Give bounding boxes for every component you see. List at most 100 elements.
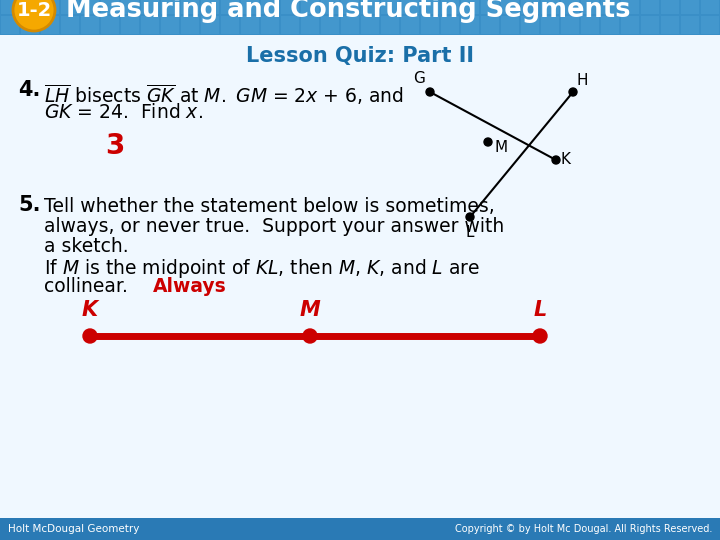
Text: G: G — [413, 71, 425, 86]
Circle shape — [569, 88, 577, 96]
Bar — [621, 16, 639, 34]
Bar — [461, 16, 479, 34]
Circle shape — [83, 329, 97, 343]
Text: Copyright © by Holt Mc Dougal. All Rights Reserved.: Copyright © by Holt Mc Dougal. All Right… — [454, 524, 712, 534]
Bar — [221, 16, 239, 34]
Bar — [501, 16, 519, 34]
Bar — [41, 0, 59, 14]
Bar — [541, 0, 559, 14]
Bar — [501, 0, 519, 14]
Bar — [301, 0, 319, 14]
Bar — [261, 16, 279, 34]
Bar — [141, 16, 159, 34]
Bar — [101, 0, 119, 14]
Bar — [441, 0, 459, 14]
Bar — [41, 16, 59, 34]
Bar — [121, 0, 139, 14]
Text: 4.: 4. — [18, 80, 40, 100]
Bar — [161, 16, 179, 34]
Bar — [181, 16, 199, 34]
Bar — [701, 16, 719, 34]
Bar — [201, 16, 219, 34]
Bar — [241, 0, 259, 14]
Text: Tell whether the statement below is sometimes,: Tell whether the statement below is some… — [44, 197, 495, 216]
Bar — [641, 0, 659, 14]
Circle shape — [533, 329, 547, 343]
Bar — [1, 0, 19, 14]
Bar — [281, 16, 299, 34]
Bar — [141, 0, 159, 14]
Bar — [421, 0, 439, 14]
Bar — [0, 518, 720, 540]
Bar — [621, 0, 639, 14]
Bar — [301, 16, 319, 34]
Bar — [441, 16, 459, 34]
Bar — [381, 0, 399, 14]
Text: $GK$ = 24.  Find $x.$: $GK$ = 24. Find $x.$ — [44, 103, 203, 122]
Bar — [601, 0, 619, 14]
Circle shape — [466, 213, 474, 221]
Bar — [121, 16, 139, 34]
Bar — [281, 0, 299, 14]
Bar — [21, 0, 39, 14]
Text: $\overline{LH}$ bisects $\overline{GK}$ at $M.$ $GM$ = 2$x$ + 6, and: $\overline{LH}$ bisects $\overline{GK}$ … — [44, 82, 404, 106]
Bar — [521, 16, 539, 34]
Bar — [341, 0, 359, 14]
Bar — [401, 0, 419, 14]
Bar — [101, 16, 119, 34]
Bar — [481, 16, 499, 34]
Bar — [661, 0, 679, 14]
Text: H: H — [577, 73, 588, 88]
Bar — [1, 16, 19, 34]
Bar — [681, 16, 699, 34]
Bar — [241, 16, 259, 34]
Circle shape — [13, 0, 55, 31]
Bar — [401, 16, 419, 34]
Bar — [701, 0, 719, 14]
Text: M: M — [494, 140, 507, 155]
Text: Measuring and Constructing Segments: Measuring and Constructing Segments — [66, 0, 631, 23]
Bar — [601, 16, 619, 34]
Text: K: K — [82, 300, 98, 320]
Text: 3: 3 — [105, 132, 125, 160]
Circle shape — [484, 138, 492, 146]
Bar — [361, 16, 379, 34]
Text: a sketch.: a sketch. — [44, 237, 129, 256]
Bar — [0, 0, 720, 35]
Circle shape — [303, 329, 317, 343]
Bar — [581, 16, 599, 34]
Bar — [321, 0, 339, 14]
Bar — [561, 16, 579, 34]
Bar — [81, 16, 99, 34]
Bar — [161, 0, 179, 14]
Bar — [481, 0, 499, 14]
Bar — [581, 0, 599, 14]
Text: M: M — [300, 300, 320, 320]
Bar — [541, 16, 559, 34]
Bar — [321, 16, 339, 34]
Bar — [61, 16, 79, 34]
Bar — [221, 0, 239, 14]
Text: L: L — [534, 300, 546, 320]
Bar — [341, 16, 359, 34]
Text: Holt McDougal Geometry: Holt McDougal Geometry — [8, 524, 140, 534]
Text: If $M$ is the midpoint of $KL$, then $M$, $K$, and $L$ are: If $M$ is the midpoint of $KL$, then $M$… — [44, 257, 480, 280]
Bar — [521, 0, 539, 14]
Text: 1-2: 1-2 — [17, 1, 52, 19]
Text: Lesson Quiz: Part II: Lesson Quiz: Part II — [246, 46, 474, 66]
Bar — [421, 16, 439, 34]
Bar — [561, 0, 579, 14]
Text: L: L — [466, 225, 474, 240]
Bar — [661, 16, 679, 34]
Bar — [61, 0, 79, 14]
Text: always, or never true.  Support your answer with: always, or never true. Support your answ… — [44, 217, 504, 236]
Bar — [261, 0, 279, 14]
Bar — [21, 16, 39, 34]
Bar — [641, 16, 659, 34]
Text: Always: Always — [153, 277, 227, 296]
Text: 5.: 5. — [18, 195, 40, 215]
Bar — [681, 0, 699, 14]
Bar — [81, 0, 99, 14]
Text: K: K — [561, 152, 571, 167]
Bar — [381, 16, 399, 34]
